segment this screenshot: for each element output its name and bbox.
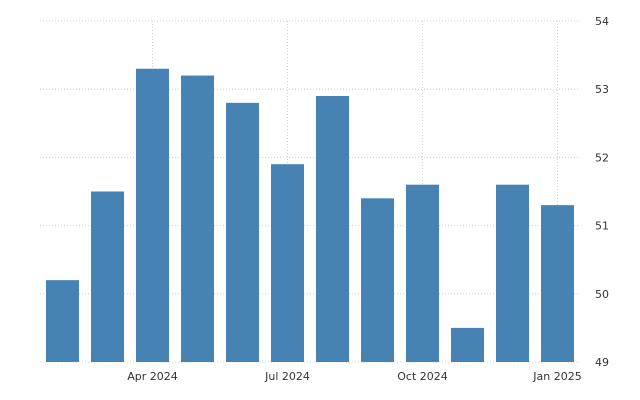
y-tick-label: 49 bbox=[595, 356, 609, 369]
bars bbox=[46, 68, 574, 363]
y-tick-label: 50 bbox=[595, 288, 609, 301]
bar-nov-2024 bbox=[451, 327, 484, 362]
bar-aug-2024 bbox=[316, 96, 349, 363]
x-tick-label: Jan 2025 bbox=[532, 370, 581, 383]
bar-mar-2024 bbox=[91, 191, 124, 362]
bar-jun-2024 bbox=[226, 102, 259, 362]
bar-sep-2024 bbox=[361, 198, 394, 362]
bar-jan-2025 bbox=[541, 205, 574, 362]
x-tick-label: Apr 2024 bbox=[127, 370, 178, 383]
bar-dec-2024 bbox=[496, 184, 529, 362]
bar-may-2024 bbox=[181, 75, 214, 362]
bar-apr-2024 bbox=[136, 68, 169, 363]
y-tick-label: 54 bbox=[595, 15, 609, 28]
x-tick-label: Oct 2024 bbox=[397, 370, 448, 383]
grid-lines bbox=[40, 20, 580, 363]
y-tick-label: 52 bbox=[595, 151, 609, 164]
y-tick-label: 51 bbox=[595, 220, 609, 233]
x-axis-ticks: Apr 2024 Jul 2024 Oct 2024 Jan 2025 bbox=[127, 370, 581, 383]
bar-jul-2024 bbox=[271, 164, 304, 362]
x-tick-label: Jul 2024 bbox=[264, 370, 310, 383]
bar-oct-2024 bbox=[406, 184, 439, 362]
y-axis-ticks: 49 50 51 52 53 54 bbox=[595, 15, 609, 369]
y-tick-label: 53 bbox=[595, 83, 609, 96]
bar-feb-2024 bbox=[46, 280, 79, 362]
